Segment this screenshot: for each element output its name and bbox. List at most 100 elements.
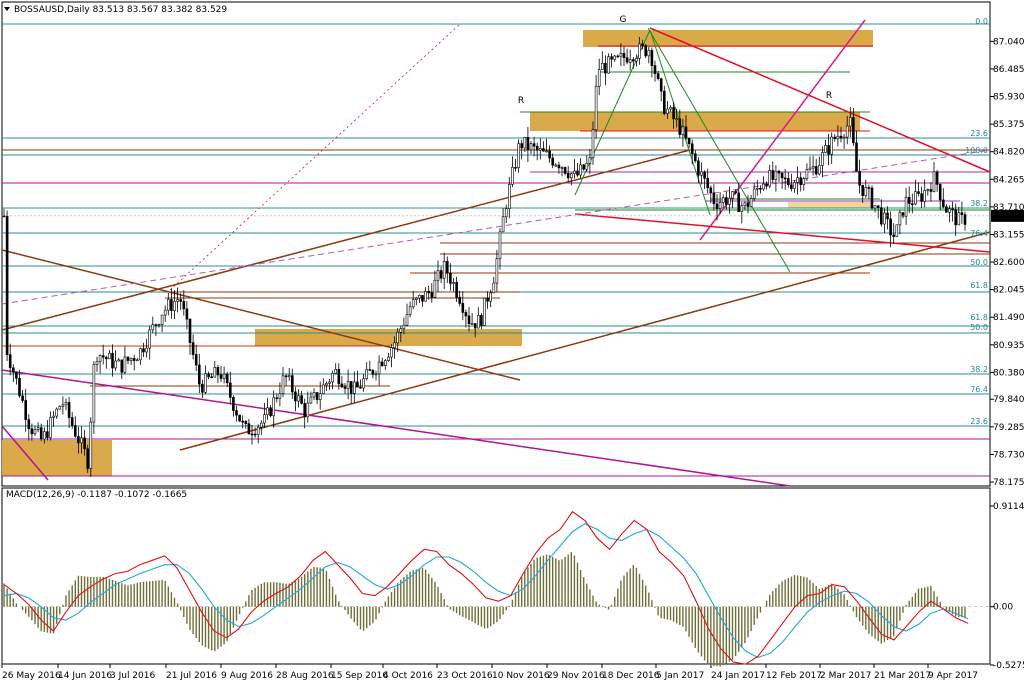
candle-body: [275, 397, 279, 400]
candle-body: [263, 414, 266, 424]
time-tick-label: 5 Jan 2017: [656, 671, 704, 681]
candle-body: [511, 167, 514, 185]
candle-body: [464, 312, 468, 317]
candle-body: [855, 142, 858, 172]
macd-main-line: [3, 510, 969, 665]
candle-body: [163, 309, 167, 316]
candle-body: [83, 437, 86, 450]
candle-body: [15, 371, 18, 379]
candle-body: [250, 433, 254, 436]
candle-body: [836, 135, 840, 140]
candle-body: [210, 376, 213, 379]
zone-4: [788, 202, 872, 208]
candle-body: [697, 160, 700, 176]
price-tick-label: 84.820: [993, 148, 1024, 158]
price-tick-label: 86.485: [993, 65, 1024, 75]
candle-body: [473, 323, 477, 329]
trend-line-1: [179, 231, 991, 451]
candle-body: [635, 57, 638, 62]
candle-body: [334, 368, 338, 374]
time-tick-label: 23 Oct 2016: [437, 671, 493, 681]
candle-body: [418, 294, 421, 299]
candle-body: [768, 170, 772, 187]
candle-body: [408, 306, 412, 315]
candle-body: [566, 173, 570, 179]
time-tick-label: 2 Mar 2017: [820, 671, 871, 681]
candle-body: [120, 359, 124, 373]
candle-body: [582, 164, 586, 170]
fib-label: 50.0: [970, 323, 988, 332]
candle-body: [929, 189, 933, 192]
candle-body: [241, 420, 244, 423]
candle-body: [718, 202, 722, 210]
candle-body: [845, 125, 849, 138]
candle-body: [610, 56, 613, 60]
price-tick-label: 84.265: [993, 175, 1024, 185]
time-tick-label: 10 Nov 2016: [492, 671, 550, 681]
candle-body: [830, 136, 834, 155]
candle-body: [247, 423, 251, 435]
candle-body: [39, 427, 43, 440]
candle-body: [151, 324, 155, 331]
candle-body: [687, 137, 691, 145]
candle-body: [672, 107, 675, 120]
candle-body: [883, 212, 886, 225]
candle-body: [167, 299, 170, 311]
price-tick-label: 78.730: [993, 450, 1024, 460]
candle-body: [297, 395, 300, 402]
candle-body: [368, 369, 372, 371]
time-tick-label: 21 Mar 2017: [874, 671, 931, 681]
candle-body: [114, 360, 117, 369]
candle-body: [852, 117, 855, 144]
price-tick-label: 80.380: [993, 368, 1024, 378]
candle-body: [895, 224, 899, 237]
candle-body: [213, 366, 217, 378]
candle-body: [157, 324, 161, 326]
candle-body: [923, 190, 927, 202]
candle-body: [653, 65, 657, 74]
candle-body: [470, 323, 474, 325]
time-tick-label: 9 Aug 2016: [221, 671, 273, 681]
candle-body: [731, 191, 734, 199]
candle-body: [449, 272, 452, 284]
candle-body: [960, 212, 964, 215]
candle-body: [520, 143, 524, 149]
candle-body: [551, 157, 555, 166]
candle-body: [808, 167, 812, 171]
candle-body: [517, 143, 520, 169]
candle-body: [560, 167, 564, 169]
candle-body: [963, 214, 967, 225]
candle-body: [917, 191, 920, 194]
candle-body: [898, 212, 902, 226]
candle-body: [914, 191, 917, 205]
candle-body: [802, 178, 806, 185]
price-tick-label: 85.375: [993, 120, 1024, 130]
price-tick-label: 82.045: [993, 286, 1024, 296]
macd-histogram: [3, 552, 966, 667]
candle-body: [780, 172, 784, 179]
candle-body: [824, 145, 827, 153]
candle-body: [188, 318, 192, 343]
fib-label: 76.4: [970, 385, 988, 394]
candle-body: [693, 153, 697, 162]
candle-body: [681, 126, 685, 135]
candle-body: [123, 356, 127, 373]
candle-body: [675, 118, 679, 120]
candle-body: [33, 429, 37, 435]
fib-label: 23.6: [970, 417, 988, 426]
candle-body: [948, 208, 951, 213]
candle-body: [442, 260, 446, 279]
candle-body: [876, 205, 880, 208]
candle-body: [514, 167, 517, 169]
trend-line-2: [1, 249, 521, 381]
candle-body: [833, 136, 837, 140]
candle-body: [269, 407, 272, 417]
time-tick-label: 26 May 2016: [2, 671, 61, 681]
time-tick-label: 3 Jul 2016: [110, 671, 155, 681]
candle-body: [622, 52, 626, 59]
candle-body: [325, 383, 328, 386]
candle-body: [300, 395, 303, 404]
candle-body: [129, 358, 133, 361]
candle-body: [656, 73, 660, 79]
